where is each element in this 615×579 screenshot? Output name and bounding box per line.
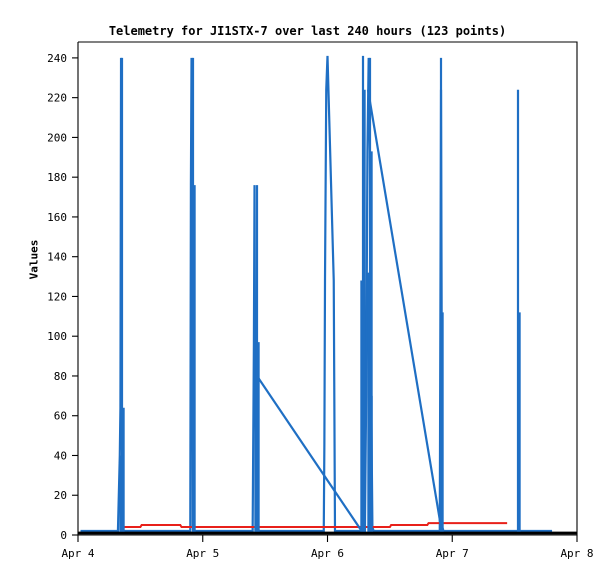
y-tick-label: 20 xyxy=(54,489,67,502)
y-tick-label: 80 xyxy=(54,370,67,383)
y-tick-label: 200 xyxy=(47,131,67,144)
chart-title: Telemetry for JI1STX-7 over last 240 hou… xyxy=(108,24,507,38)
x-tick-label: Apr 6 xyxy=(311,547,344,560)
series-secondary xyxy=(121,522,508,529)
y-tick-label: 240 xyxy=(47,52,67,65)
y-tick-label: 60 xyxy=(54,410,67,423)
axis-frame xyxy=(77,41,578,536)
y-tick-label: 100 xyxy=(47,330,67,343)
y-tick-label: 120 xyxy=(47,290,67,303)
x-tick-label: Apr 4 xyxy=(61,547,94,560)
x-tick-label: Apr 8 xyxy=(560,547,593,560)
y-tick-label: 140 xyxy=(47,251,67,264)
data-series-layer xyxy=(78,55,577,535)
y-tick-label: 0 xyxy=(60,529,67,542)
series-decay-ramp xyxy=(256,375,364,534)
x-tick-label: Apr 5 xyxy=(186,547,219,560)
series-decay-ramp xyxy=(366,89,444,534)
x-tick-label: Apr 7 xyxy=(436,547,469,560)
y-tick-label: 160 xyxy=(47,211,67,224)
y-tick-label: 220 xyxy=(47,92,67,105)
x-axis-ticks: Apr 4 Apr 5 Apr 6 Apr 7 Apr 8 xyxy=(61,535,594,560)
y-tick-label: 180 xyxy=(47,171,67,184)
series-primary xyxy=(80,55,553,533)
y-tick-label: 40 xyxy=(54,449,67,462)
y-axis-ticks: 0 20 40 60 80 100 120 140 160 180 200 220 240 xyxy=(47,52,78,542)
